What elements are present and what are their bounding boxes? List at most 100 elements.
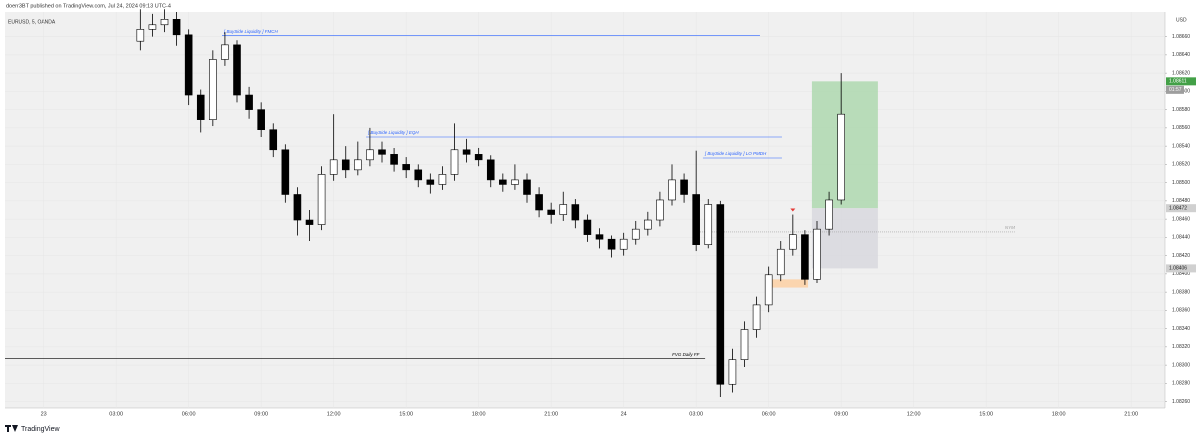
y-tick-label: 1.08640: [1172, 52, 1190, 58]
plot-area: [5, 12, 1165, 408]
candle-body: [789, 234, 797, 250]
candle-body: [801, 234, 809, 280]
candle-body: [172, 18, 181, 36]
candle-body: [341, 159, 350, 171]
x-tick-label: 18:00: [472, 411, 486, 417]
candle-body: [752, 304, 761, 330]
candle-body: [184, 34, 193, 96]
zone: [765, 279, 809, 288]
y-tick-label: 1.08260: [1172, 399, 1190, 405]
zone: [811, 208, 878, 269]
y-tick-label: 1.08300: [1172, 362, 1190, 368]
publisher-line: doerr3BT published on TradingView.com, J…: [6, 3, 171, 9]
candle-body: [366, 149, 374, 161]
candle-body: [233, 44, 241, 96]
candle-body: [221, 44, 229, 60]
y-tick-label: 1.08460: [1172, 216, 1190, 222]
x-tick-label: 12:00: [327, 411, 341, 417]
candle-body: [740, 329, 749, 360]
candle-body: [209, 59, 217, 120]
candle-body: [559, 204, 568, 215]
candle-body: [462, 149, 471, 155]
x-tick-label: 06:00: [762, 411, 776, 417]
y-tick-label: 1.08420: [1172, 253, 1190, 259]
y-tick-label: 1.08480: [1172, 198, 1190, 204]
candle-body: [390, 154, 398, 165]
level-label: NYM: [1005, 225, 1015, 230]
level-label: [ BuySide Liquidity ] EQH: [367, 130, 419, 135]
candle-body: [486, 159, 495, 181]
candle-body: [595, 234, 604, 240]
y-tick-label: 1.08580: [1172, 107, 1190, 113]
candle-body: [317, 174, 326, 225]
candle-body: [644, 219, 652, 230]
candle-body: [474, 154, 483, 161]
price-badge: [1166, 204, 1196, 213]
x-tick-label: 24: [621, 411, 627, 417]
y-tick-label: 1.08560: [1172, 125, 1190, 131]
x-tick-label: 09:00: [834, 411, 848, 417]
candle-body: [776, 248, 785, 276]
candle-body: [426, 179, 435, 185]
y-tick-label: 1.08440: [1172, 235, 1190, 241]
level-label: [ BuySide Liquidity ] FMCH: [223, 29, 279, 34]
candle-body: [148, 24, 157, 30]
candle-body: [680, 179, 688, 195]
y-tick-label: 1.08380: [1172, 289, 1190, 295]
candle-body: [656, 199, 664, 221]
candle-body: [305, 219, 314, 225]
y-tick-label: 1.08400: [1172, 271, 1190, 277]
x-tick-label: 15:00: [399, 411, 413, 417]
price-badge-label: 1.08472: [1169, 206, 1187, 212]
candle-body: [136, 29, 145, 42]
candle-body: [196, 94, 205, 120]
candle-body: [414, 169, 423, 181]
candle-body: [354, 159, 362, 171]
y-tick-label: 1.08340: [1172, 326, 1190, 332]
candle-body: [378, 149, 386, 155]
countdown: 01:57: [1169, 87, 1182, 93]
y-tick-label: 1.08660: [1172, 34, 1190, 40]
level-label: [ BuySide Liquidity ] LO PMDH: [704, 151, 767, 156]
candle-body: [547, 209, 555, 215]
candle-body: [813, 228, 821, 280]
y-tick-label: 1.08280: [1172, 381, 1190, 387]
y-tick-label: 1.08540: [1172, 143, 1190, 149]
currency: USD: [1176, 17, 1187, 23]
candle-body: [160, 18, 169, 26]
candle-body: [245, 94, 253, 110]
candle-body: [619, 238, 628, 250]
candle-body: [704, 204, 713, 245]
candle-body: [571, 204, 580, 221]
level-label: FVG Daily FF: [672, 352, 700, 357]
symbol: EURUSD, 5, OANDA: [8, 19, 56, 25]
candle-body: [607, 238, 616, 250]
price-badge-label: 1.08406: [1169, 266, 1187, 272]
candle-body: [450, 149, 459, 175]
candle-body: [281, 149, 290, 195]
candle-body: [329, 159, 338, 175]
candle-body: [523, 179, 531, 195]
candle-body: [583, 219, 592, 235]
x-tick-label: 03:00: [689, 411, 703, 417]
x-tick-label: 09:00: [254, 411, 268, 417]
candle-body: [631, 228, 640, 240]
x-tick-label: 06:00: [182, 411, 196, 417]
candle-body: [438, 174, 447, 185]
footer: TradingView: [21, 426, 60, 433]
x-tick-label: 21:00: [1124, 411, 1138, 417]
marker: [790, 208, 796, 212]
y-tick-label: 1.08320: [1172, 344, 1190, 350]
price-badge: [1166, 264, 1196, 273]
y-tick-label: 1.08620: [1172, 70, 1190, 76]
candle-body: [716, 204, 725, 385]
countdown-badge: [1166, 85, 1184, 94]
candle-body: [728, 359, 737, 385]
candle-body: [511, 179, 519, 185]
candle-body: [692, 194, 700, 245]
candle-body: [402, 164, 410, 171]
candle-body: [764, 274, 773, 306]
y-tick-label: 1.08360: [1172, 308, 1190, 314]
x-tick-label: 03:00: [109, 411, 123, 417]
x-tick-label: 23: [41, 411, 47, 417]
